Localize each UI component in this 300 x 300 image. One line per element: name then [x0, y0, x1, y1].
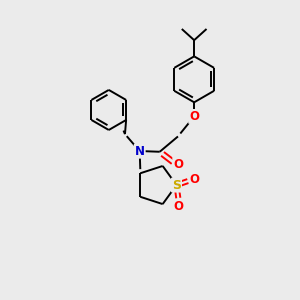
Text: S: S — [172, 178, 181, 191]
Text: O: O — [173, 158, 183, 171]
Text: O: O — [174, 200, 184, 213]
Text: N: N — [135, 145, 145, 158]
Text: O: O — [189, 110, 199, 123]
Text: O: O — [190, 173, 200, 186]
